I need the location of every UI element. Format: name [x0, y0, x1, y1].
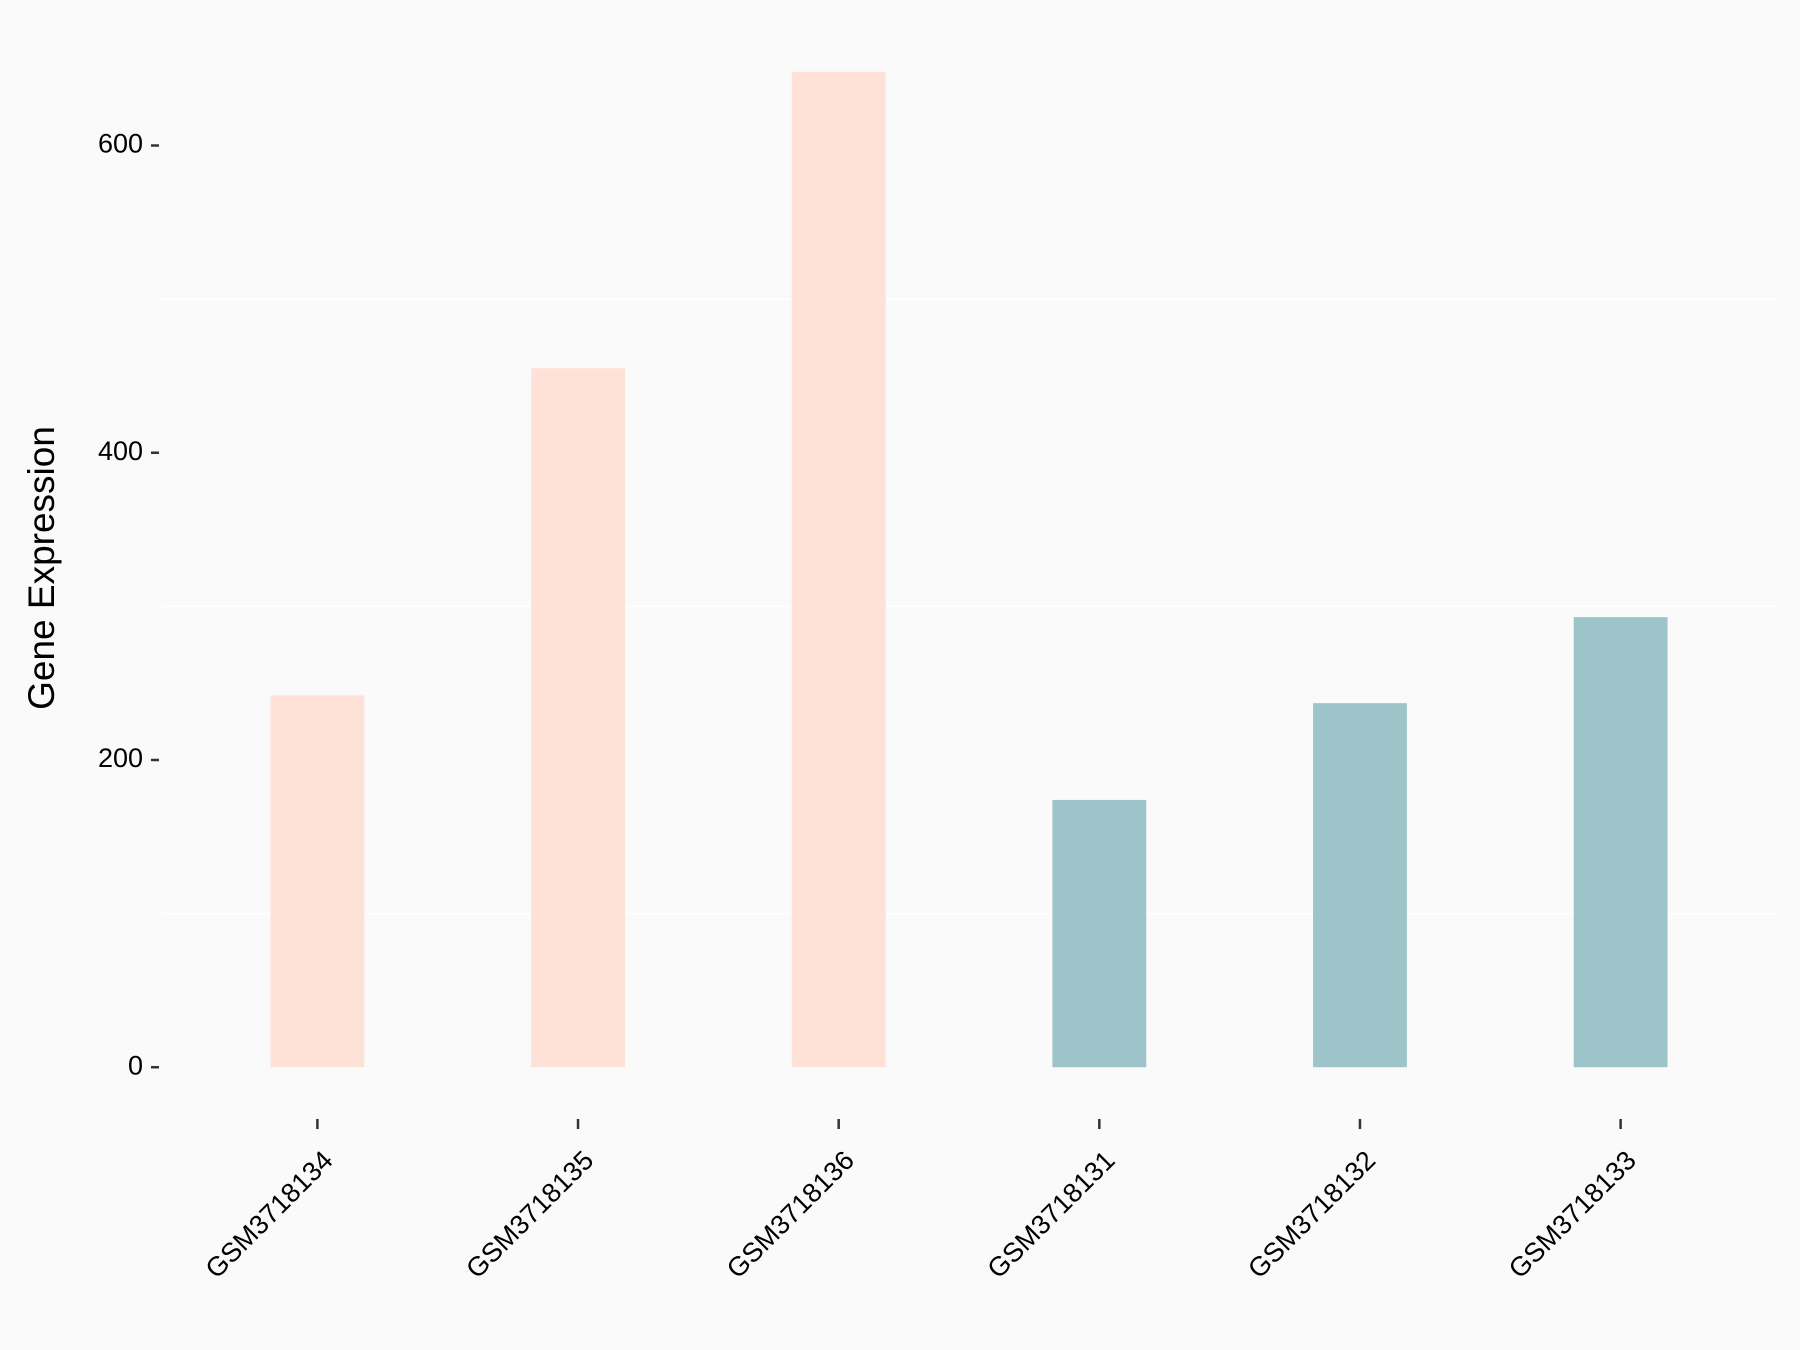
bar	[531, 368, 625, 1068]
y-axis-title: Gene Expression	[21, 426, 62, 710]
bar	[1573, 617, 1668, 1068]
y-tick-label: 400	[98, 436, 143, 466]
bar	[270, 695, 365, 1068]
y-tick-label: 600	[98, 129, 143, 159]
y-tick-label: 0	[128, 1050, 143, 1080]
bar	[1313, 703, 1407, 1068]
bar	[1052, 799, 1147, 1068]
bar	[791, 71, 886, 1068]
y-tick-label: 200	[98, 743, 143, 773]
